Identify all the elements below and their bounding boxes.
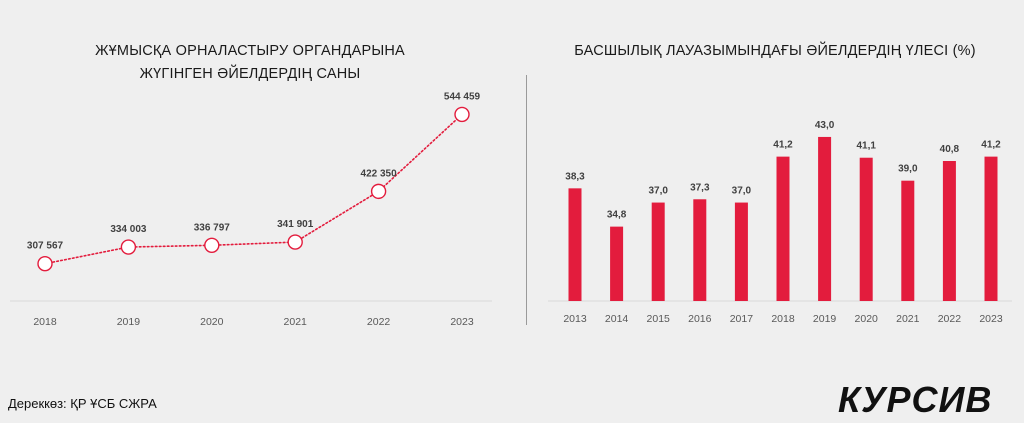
line-chart-x-tick: 2018 bbox=[33, 316, 57, 328]
chart-divider bbox=[526, 75, 527, 325]
bar-chart-data-label: 39,0 bbox=[898, 164, 918, 175]
bar-chart-x-tick: 2013 bbox=[563, 313, 587, 325]
left-chart-title-line2: ЖҮГІНГЕН ӘЙЕЛДЕРДІҢ САНЫ bbox=[139, 66, 361, 82]
source-note: Дереккөз: ҚР ҰСБ СЖРА bbox=[8, 396, 157, 411]
line-chart-x-tick: 2020 bbox=[200, 316, 224, 328]
left-chart-title-line1: ЖҰМЫСҚА ОРНАЛАСТЫРУ ОРГАНДАРЫНА bbox=[95, 43, 405, 59]
line-chart-point bbox=[454, 106, 470, 123]
line-chart-data-label: 341 901 bbox=[277, 219, 314, 230]
bar-chart-x-tick: 2014 bbox=[605, 313, 629, 325]
line-chart-point bbox=[287, 234, 303, 250]
right-chart-title: БАСШЫЛЫҚ ЛАУАЗЫМЫНДАҒЫ ӘЙЕЛДЕРДІҢ ҮЛЕСІ … bbox=[574, 43, 976, 59]
bar-chart-x-tick: 2015 bbox=[647, 313, 671, 325]
bar-chart-x-tick: 2016 bbox=[688, 313, 712, 325]
bar-chart-data-label: 37,0 bbox=[648, 186, 668, 197]
bar-chart-data-label: 41,2 bbox=[981, 140, 1001, 151]
line-chart-data-label: 334 003 bbox=[110, 224, 147, 235]
bar-chart-bar bbox=[984, 156, 998, 301]
bar-chart-bar bbox=[901, 180, 915, 301]
bar-chart-x-tick: 2023 bbox=[979, 313, 1003, 325]
bar-chart-data-label: 37,3 bbox=[690, 182, 710, 193]
bar-chart-bar bbox=[651, 202, 665, 301]
line-chart-x-tick: 2019 bbox=[117, 316, 141, 328]
bar-chart-x-tick: 2022 bbox=[938, 313, 962, 325]
line-chart-point bbox=[370, 183, 387, 200]
line-chart-x-tick: 2023 bbox=[450, 316, 474, 328]
bar-chart-bar bbox=[734, 202, 748, 301]
bar-chart-bar bbox=[859, 157, 873, 301]
kursiv-logo: КУРСИВ bbox=[838, 379, 993, 420]
bar-chart-data-label: 41,2 bbox=[773, 140, 793, 151]
line-chart-data-label: 307 567 bbox=[27, 241, 64, 252]
bar-chart-data-label: 43,0 bbox=[815, 120, 835, 131]
bar-chart-data-label: 38,3 bbox=[565, 171, 585, 182]
line-chart-series-line bbox=[44, 113, 463, 265]
bar-chart-x-tick: 2017 bbox=[730, 313, 754, 325]
bar-chart-data-label: 37,0 bbox=[732, 186, 752, 197]
bar-chart-data-label: 40,8 bbox=[940, 144, 960, 155]
bar-chart-x-tick: 2020 bbox=[855, 313, 879, 325]
bar-chart-bar bbox=[610, 226, 624, 301]
line-chart-data-label: 336 797 bbox=[194, 222, 231, 233]
line-chart-point bbox=[204, 237, 220, 253]
line-chart-point bbox=[120, 239, 137, 255]
bar-chart-data-label: 34,8 bbox=[607, 210, 627, 221]
line-chart-point bbox=[37, 256, 53, 272]
line-chart-data-label: 422 350 bbox=[361, 168, 398, 179]
line-chart-x-tick: 2021 bbox=[284, 316, 308, 328]
bar-chart-bar bbox=[818, 136, 832, 301]
bar-chart-bar bbox=[942, 161, 956, 301]
bar-chart-x-tick: 2021 bbox=[896, 313, 920, 325]
bar-chart-x-tick: 2018 bbox=[771, 313, 795, 325]
bar-chart-data-label: 41,1 bbox=[856, 141, 876, 152]
bar-chart-bar bbox=[693, 199, 707, 301]
bar-chart-bar bbox=[568, 188, 582, 301]
bar-chart-bar bbox=[776, 156, 790, 301]
line-chart-data-label: 544 459 bbox=[444, 91, 481, 102]
bar-chart-x-tick: 2019 bbox=[813, 313, 837, 325]
left-chart-title: ЖҰМЫСҚА ОРНАЛАСТЫРУ ОРГАНДАРЫНА ЖҮГІНГЕН… bbox=[20, 40, 480, 86]
line-chart-x-tick: 2022 bbox=[367, 316, 391, 328]
